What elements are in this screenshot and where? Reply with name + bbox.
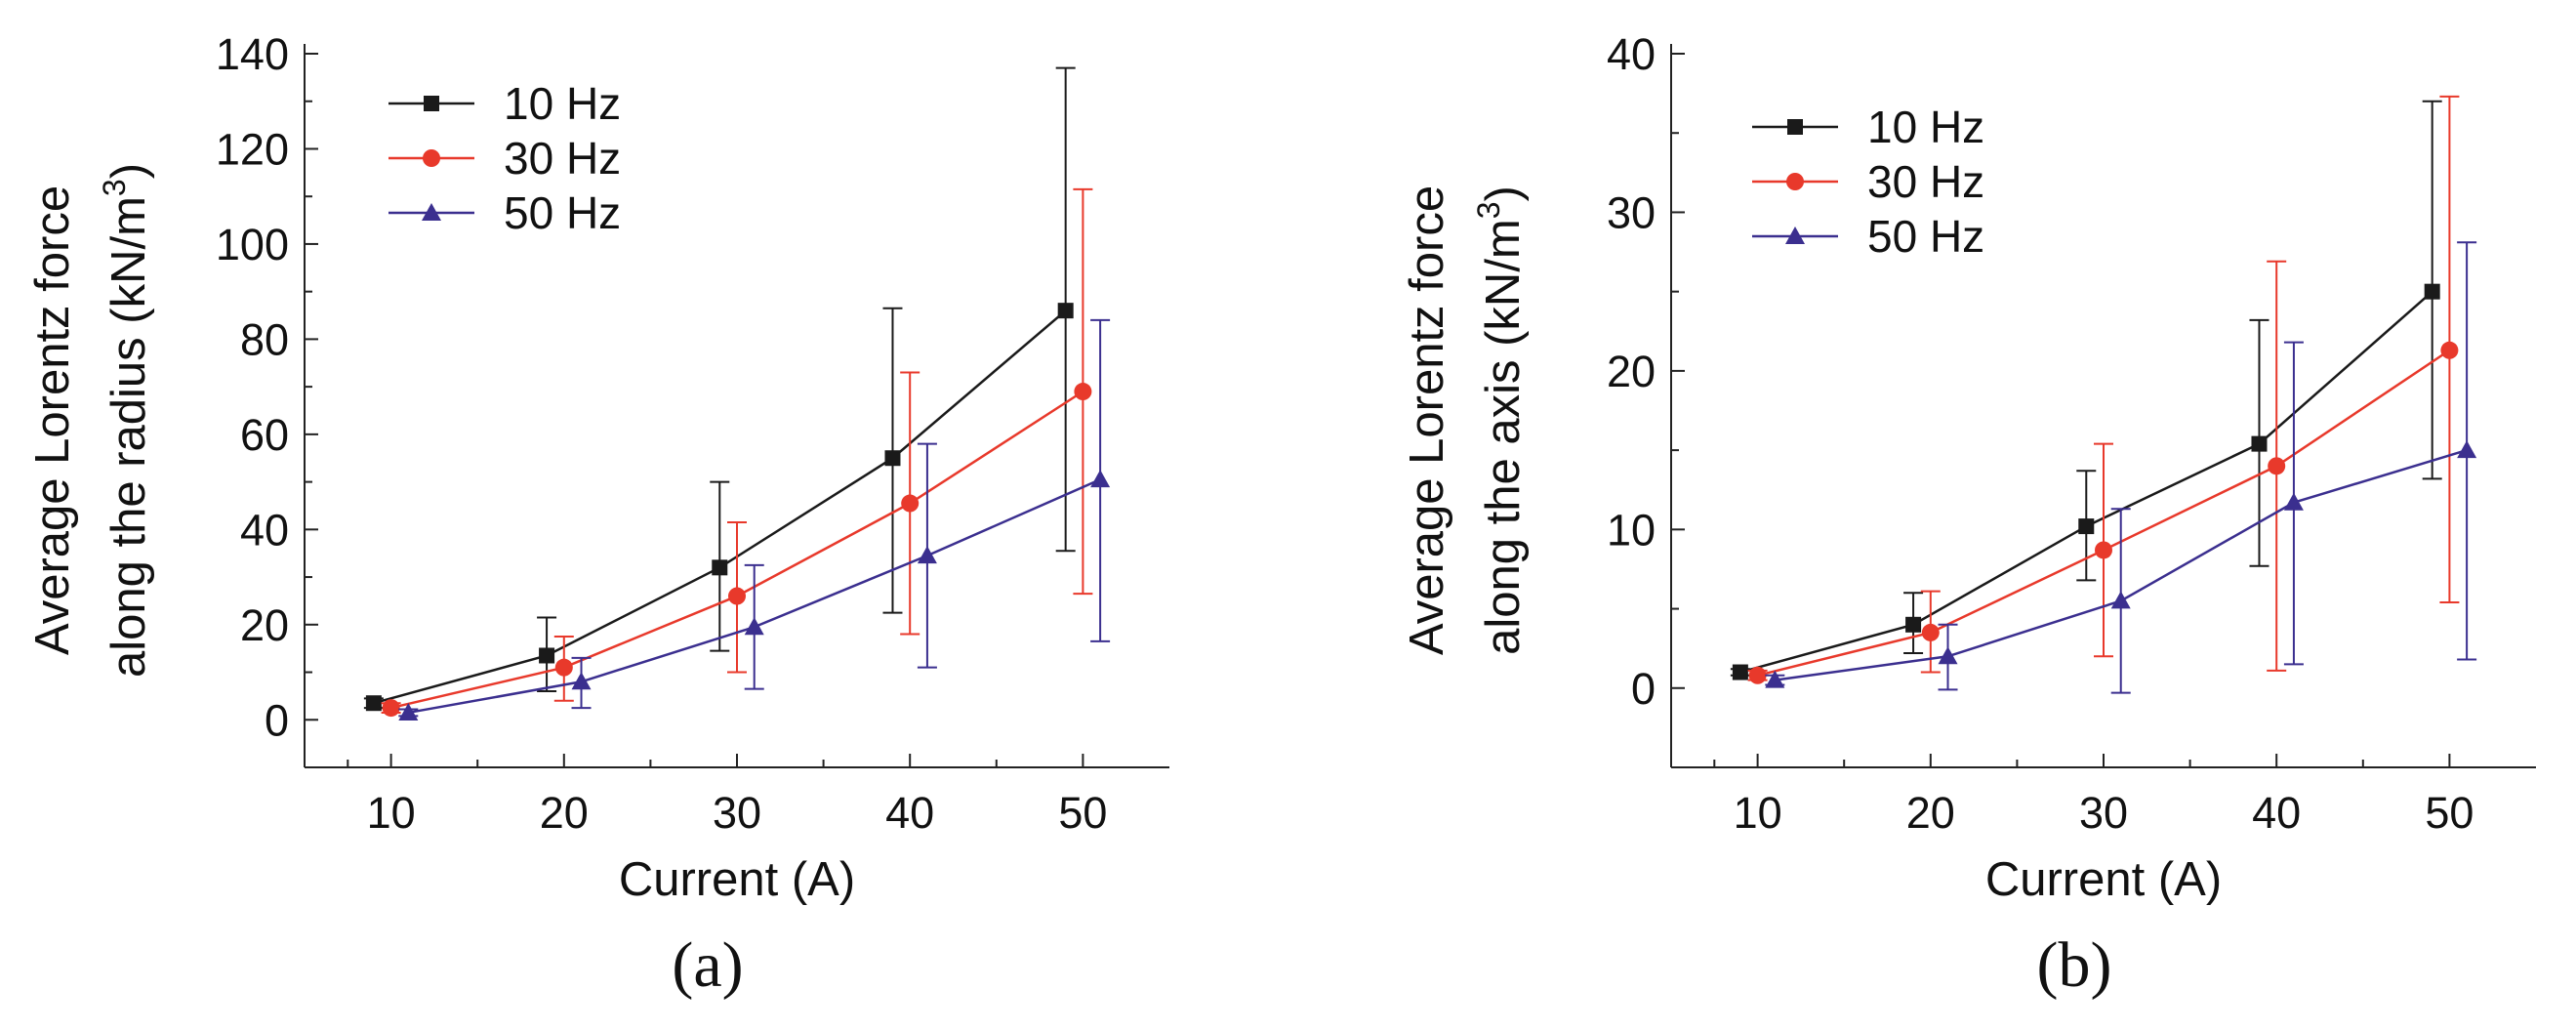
data-point — [1074, 383, 1092, 401]
y-tick-label: 120 — [216, 124, 289, 174]
x-tick-label: 40 — [885, 788, 934, 838]
panel-label: (b) — [2037, 929, 2112, 1001]
data-point — [1090, 470, 1111, 488]
x-axis-title: Current (A) — [1985, 853, 2222, 906]
y-tick-label: 10 — [1607, 505, 1656, 555]
data-point — [1938, 646, 1958, 665]
legend-marker — [423, 149, 440, 167]
data-point — [1765, 670, 1785, 688]
chart-a-svg: 0 20 40 60 80 100 120 140 10 20 30 40 50 Current (A) A… — [26, 29, 1169, 1001]
series-1 — [1747, 95, 2460, 684]
x-tick-label: 30 — [713, 788, 761, 838]
y-tick-label: 100 — [216, 220, 289, 269]
y-axis-title-line1: Average Lorentz force — [26, 185, 79, 655]
data-point — [1905, 616, 1922, 633]
series-2 — [398, 318, 1111, 721]
y-axis-title-line1-text: Average Lorentz force — [26, 185, 79, 655]
data-point — [1748, 666, 1767, 684]
data-point — [382, 699, 400, 718]
legend-marker — [424, 96, 439, 111]
x-tick-label: 50 — [2425, 788, 2474, 838]
y-axis-title-close: ) — [102, 163, 155, 179]
data-point — [554, 658, 573, 677]
legend-label: 10 Hz — [504, 78, 621, 129]
y-tick-label: 20 — [240, 600, 289, 650]
series-0 — [1730, 100, 2442, 680]
data-point — [1921, 623, 1940, 641]
y-tick-label: 140 — [216, 29, 289, 79]
data-point — [2110, 591, 2131, 609]
y-axis-title-line2: along the radius (kN/m3) — [97, 163, 155, 678]
y-axis-title-close: ) — [1477, 185, 1530, 201]
chart-b-svg: 0 10 20 30 40 10 20 30 40 50 Current (A) Average Lo… — [1401, 29, 2536, 1001]
x-tick-label: 40 — [2252, 788, 2301, 838]
y-tick-label: 40 — [240, 505, 289, 555]
legend-label: 50 Hz — [504, 187, 621, 238]
y-axis-title-line1: Average Lorentz force — [1401, 185, 1453, 655]
chart-panel-a: 0 20 40 60 80 100 120 140 10 20 30 40 50 Current (A) A… — [0, 0, 1269, 1030]
y-tick-label: 30 — [1607, 187, 1656, 237]
data-point — [539, 647, 555, 664]
data-point — [728, 587, 746, 605]
data-point — [2268, 457, 2286, 475]
panel-label: (a) — [672, 929, 743, 1001]
data-point — [2283, 492, 2304, 511]
y-tick-label: 40 — [1607, 29, 1656, 79]
data-point — [917, 546, 937, 564]
y-tick-label: 20 — [1607, 347, 1656, 396]
y-axis-title-line2: along the axis (kN/m3) — [1471, 185, 1530, 655]
x-tick-label: 10 — [1734, 788, 1782, 838]
x-tick-label: 50 — [1058, 788, 1107, 838]
y-axis-title-superscript: 3 — [1471, 201, 1506, 219]
series-0 — [363, 66, 1076, 712]
series-2 — [1765, 241, 2477, 694]
data-point — [2440, 341, 2459, 359]
x-tick-label: 30 — [2079, 788, 2128, 838]
legend-label: 30 Hz — [1867, 156, 1984, 207]
legend-marker — [1785, 227, 1805, 244]
y-axis-title-superscript: 3 — [97, 179, 132, 196]
x-tick-label: 10 — [367, 788, 416, 838]
y-tick-label: 0 — [265, 695, 289, 745]
y-axis-title-line2-text: along the axis (kN/m — [1477, 219, 1530, 655]
data-point — [712, 559, 728, 576]
data-point — [365, 695, 382, 712]
x-tick-label: 20 — [1906, 788, 1955, 838]
chart-panel-b: 0 10 20 30 40 10 20 30 40 50 Current (A) Average Lo… — [1298, 0, 2567, 1030]
data-point — [398, 702, 419, 721]
y-axis-title-line1-text: Average Lorentz force — [1401, 185, 1453, 655]
series-1 — [381, 187, 1093, 718]
legend-marker — [1787, 119, 1803, 135]
data-point — [1057, 303, 1074, 319]
data-point — [901, 494, 920, 513]
legend-label: 30 Hz — [504, 133, 621, 184]
data-point — [1732, 664, 1748, 680]
legend-label: 10 Hz — [1867, 102, 1984, 152]
y-tick-label: 60 — [240, 410, 289, 460]
data-point — [2457, 440, 2477, 459]
data-point — [2078, 518, 2095, 535]
data-point — [2251, 435, 2268, 452]
x-tick-label: 20 — [540, 788, 589, 838]
legend-label: 50 Hz — [1867, 211, 1984, 262]
y-axis-title-line2-text: along the radius (kN/m — [102, 196, 155, 678]
y-tick-label: 80 — [240, 314, 289, 364]
y-tick-label: 0 — [1631, 664, 1656, 714]
data-point — [2424, 283, 2440, 300]
data-point — [884, 450, 901, 467]
x-axis-title: Current (A) — [619, 853, 855, 906]
data-point — [571, 672, 592, 690]
legend-marker — [1786, 173, 1804, 190]
legend-marker — [422, 203, 441, 221]
data-point — [2095, 541, 2112, 559]
data-point — [744, 617, 764, 636]
